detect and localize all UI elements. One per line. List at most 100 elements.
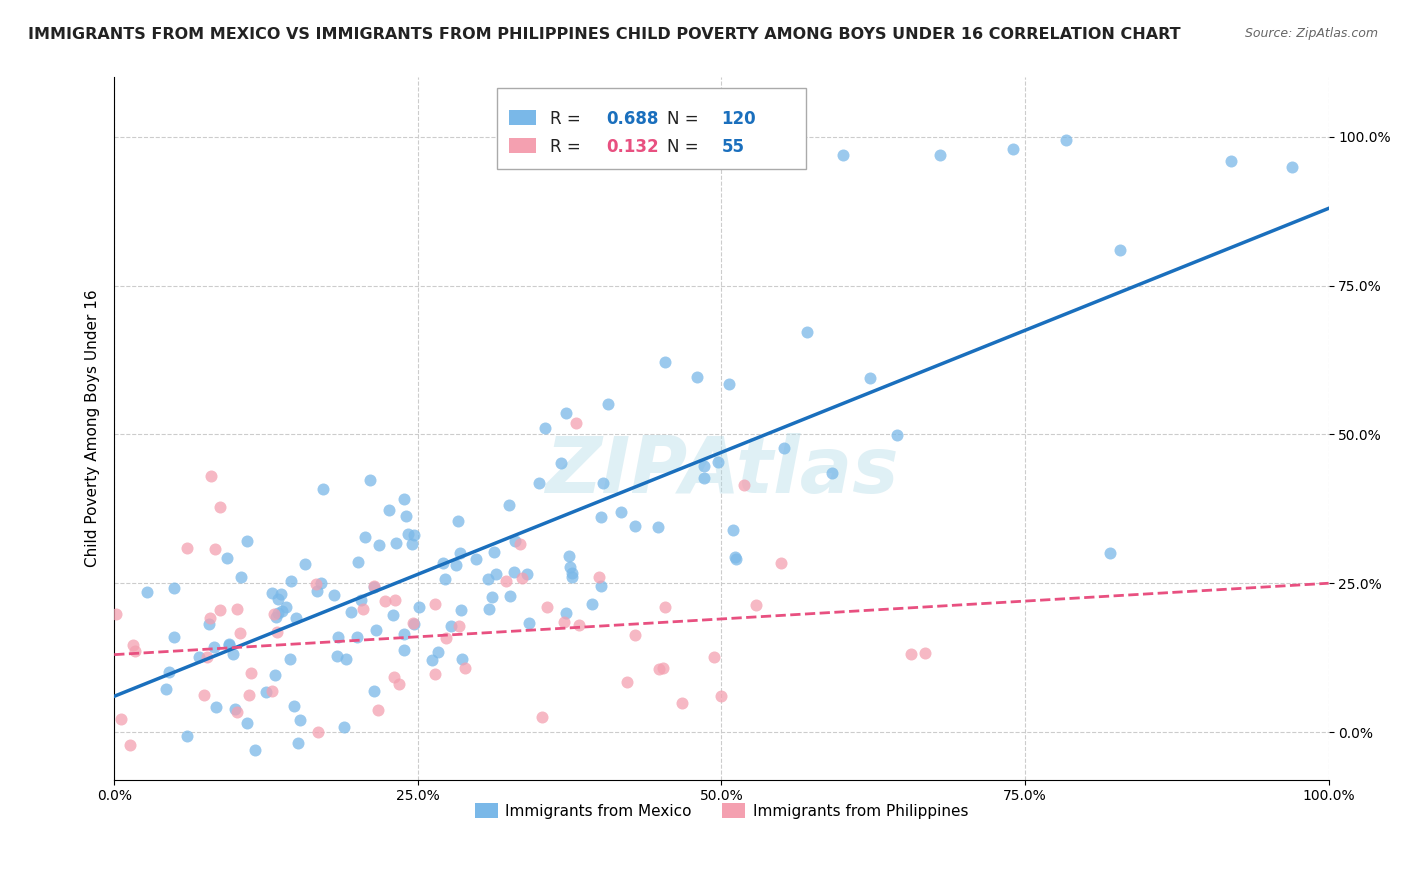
Point: [193, 688, 215, 702]
Point: [706, 455, 728, 469]
Point: [326, 631, 349, 645]
Point: [485, 566, 508, 581]
Point: [274, 600, 297, 615]
Point: [231, 569, 253, 583]
Point: [531, 710, 554, 724]
Text: N =: N =: [666, 138, 703, 156]
Point: [124, 643, 146, 657]
Point: [352, 602, 374, 616]
Point: [260, 684, 283, 698]
Point: [200, 469, 222, 483]
Point: [243, 743, 266, 757]
Point: [647, 519, 669, 533]
Point: [278, 651, 301, 665]
Point: [136, 584, 159, 599]
Point: [198, 616, 221, 631]
Point: [188, 649, 211, 664]
Point: [267, 607, 290, 621]
Point: [367, 703, 389, 717]
Point: [725, 552, 748, 566]
Point: [262, 586, 284, 600]
Y-axis label: Child Poverty Among Boys Under 16: Child Poverty Among Boys Under 16: [86, 290, 100, 567]
Point: [900, 647, 922, 661]
Point: [402, 616, 425, 631]
Point: [305, 584, 328, 599]
Point: [516, 567, 538, 582]
Point: [384, 592, 406, 607]
Point: [157, 665, 180, 679]
Point: [163, 630, 186, 644]
Point: [118, 739, 141, 753]
Point: [224, 701, 246, 715]
Point: [209, 500, 232, 514]
Point: [294, 557, 316, 571]
Point: [378, 503, 401, 517]
Point: [440, 619, 463, 633]
Bar: [509, 110, 536, 125]
Point: [401, 537, 423, 551]
Point: [434, 631, 457, 645]
Point: [444, 558, 467, 573]
Point: [218, 638, 240, 652]
Point: [561, 566, 583, 580]
Point: [105, 607, 128, 621]
Point: [420, 652, 443, 666]
Point: [236, 533, 259, 548]
Point: [217, 551, 239, 566]
Bar: [509, 138, 536, 153]
Point: [309, 575, 332, 590]
Point: [510, 571, 533, 585]
Point: [335, 651, 357, 665]
Text: 0.688: 0.688: [606, 110, 658, 128]
Point: [363, 579, 385, 593]
Point: [929, 148, 952, 162]
Point: [592, 476, 614, 491]
Text: IMMIGRANTS FROM MEXICO VS IMMIGRANTS FROM PHILIPPINES CHILD POVERTY AMONG BOYS U: IMMIGRANTS FROM MEXICO VS IMMIGRANTS FRO…: [28, 27, 1181, 42]
Point: [744, 598, 766, 612]
Point: [388, 676, 411, 690]
Text: N =: N =: [666, 110, 703, 128]
Point: [796, 325, 818, 339]
Point: [1099, 546, 1122, 560]
Point: [499, 589, 522, 603]
Point: [555, 606, 578, 620]
Point: [1220, 153, 1243, 168]
Point: [450, 603, 472, 617]
Point: [517, 616, 540, 631]
Text: R =: R =: [550, 110, 586, 128]
Point: [616, 675, 638, 690]
Point: [831, 148, 853, 162]
Point: [402, 616, 425, 631]
Point: [195, 650, 218, 665]
Point: [564, 416, 586, 430]
Point: [550, 456, 572, 470]
Point: [624, 628, 647, 642]
Point: [354, 531, 377, 545]
Point: [280, 574, 302, 589]
Point: [449, 546, 471, 560]
Point: [288, 713, 311, 727]
Point: [693, 458, 716, 473]
Point: [654, 355, 676, 369]
Point: [423, 597, 446, 611]
Point: [464, 552, 486, 566]
Point: [350, 593, 373, 607]
Point: [110, 712, 132, 726]
Point: [395, 509, 418, 524]
Point: [1054, 133, 1077, 147]
Point: [686, 370, 709, 384]
Point: [307, 724, 329, 739]
Point: [478, 602, 501, 616]
Point: [534, 421, 557, 435]
Point: [374, 593, 396, 607]
Point: [396, 527, 419, 541]
Point: [723, 523, 745, 537]
Point: [222, 647, 245, 661]
Point: [914, 646, 936, 660]
Point: [205, 700, 228, 714]
Point: [266, 592, 288, 607]
Point: [434, 572, 457, 586]
Point: [270, 587, 292, 601]
Point: [271, 604, 294, 618]
Point: [364, 623, 387, 637]
